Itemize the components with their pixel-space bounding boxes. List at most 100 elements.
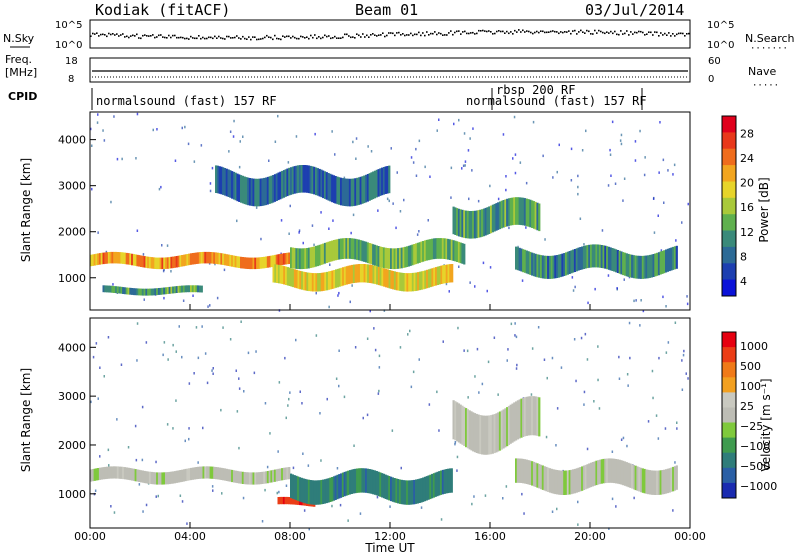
power-band-cell	[309, 247, 312, 268]
power-band-cell	[168, 286, 171, 294]
velocity-band-cell	[566, 470, 569, 495]
velocity-band-cell	[543, 466, 546, 491]
velocity-band-cell	[282, 467, 286, 480]
velocity-speckle	[456, 455, 459, 459]
nsky-point	[154, 36, 156, 39]
nsky-point	[688, 32, 690, 35]
velocity-speckle	[440, 518, 443, 521]
velocity-band-cell	[368, 469, 371, 494]
power-band-cell	[293, 269, 297, 288]
power-band-cell	[285, 266, 288, 285]
nsky-point	[156, 36, 158, 38]
velocity-cbar-tick: 500	[740, 360, 761, 373]
velocity-band-cell	[482, 415, 486, 455]
velocity-speckle	[418, 358, 420, 361]
velocity-band-cell	[236, 470, 239, 484]
velocity-band-cell	[134, 469, 137, 482]
power-band-cell	[509, 197, 512, 226]
nsky-point	[198, 35, 200, 37]
power-band-cell	[322, 272, 325, 291]
velocity-band-cell	[284, 496, 287, 505]
power-band-cell	[540, 255, 543, 279]
velocity-speckle	[618, 355, 620, 359]
velocity-band-cell	[111, 466, 114, 479]
nsky-point	[530, 31, 532, 34]
velocity-band-cell	[202, 466, 205, 479]
power-band-cell	[368, 243, 371, 264]
power-speckle	[277, 114, 279, 118]
velocity-speckle	[285, 416, 287, 420]
nave-label: Nave	[748, 65, 776, 78]
power-band-cell	[293, 247, 296, 269]
velocity-band-cell	[291, 474, 294, 499]
power-band-cell	[250, 257, 253, 270]
velocity-band-cell	[275, 469, 278, 482]
power-band-cell	[536, 202, 539, 231]
power-speckle	[170, 270, 172, 273]
power-band-cell	[234, 172, 237, 201]
velocity-band-cell	[113, 466, 116, 479]
nsky-point	[282, 35, 284, 37]
power-band-cell	[220, 166, 223, 195]
nsky-point	[140, 37, 142, 40]
velocity-speckle	[288, 397, 290, 401]
power-band-cell	[177, 255, 180, 268]
nsky-point	[682, 32, 684, 35]
nsky-point	[206, 37, 208, 40]
velocity-band-cell	[448, 468, 452, 493]
velocity-band-cell	[188, 468, 191, 481]
nsky-point	[122, 33, 124, 35]
power-band-cell	[427, 269, 431, 288]
velocity-band-cell	[279, 496, 282, 505]
power-speckle	[620, 142, 623, 146]
power-speckle	[662, 295, 664, 299]
power-band-cell	[288, 252, 291, 264]
power-band-cell	[386, 166, 389, 194]
velocity-band-cell	[488, 415, 491, 455]
power-speckle	[418, 139, 421, 143]
velocity-band-cell	[166, 472, 169, 485]
power-band-cell	[627, 253, 630, 277]
velocity-band-cell	[345, 471, 348, 496]
velocity-band-cell	[215, 467, 218, 480]
velocity-band-cell	[661, 470, 664, 495]
power-speckle	[97, 231, 99, 234]
power-speckle	[623, 177, 626, 180]
power-band-cell	[248, 257, 252, 270]
velocity-speckle	[463, 349, 465, 352]
nsky-point	[442, 34, 444, 36]
nsky-point	[562, 31, 564, 34]
power-band-cell	[118, 286, 121, 294]
power-band-cell	[300, 165, 303, 193]
power-band-cell	[600, 245, 603, 268]
power-band-cell	[410, 273, 413, 292]
velocity-cbar-swatch	[722, 422, 736, 439]
velocity-band-cell	[627, 462, 630, 488]
velocity-heatmap	[90, 320, 689, 531]
power-speckle	[200, 144, 203, 147]
velocity-speckle	[179, 494, 182, 497]
nsky-point	[402, 33, 404, 35]
velocity-band-cell	[229, 469, 232, 482]
nsky-point	[252, 36, 254, 38]
power-band-cell	[300, 248, 303, 270]
velocity-speckle	[665, 351, 668, 354]
power-band-cell	[631, 254, 634, 278]
power-speckle	[113, 115, 115, 118]
velocity-speckle	[135, 458, 138, 462]
power-band-cell	[263, 256, 266, 269]
nsky-point	[504, 32, 506, 34]
power-band-cell	[379, 246, 382, 268]
power-band-cell	[182, 285, 186, 293]
nsky-point	[346, 33, 348, 36]
power-band-cell	[559, 254, 562, 278]
velocity-band-cell	[509, 404, 512, 444]
velocity-band-cell	[577, 467, 580, 493]
velocity-band-cell	[352, 469, 355, 494]
power-band-cell	[345, 266, 348, 285]
nsky-point	[350, 36, 352, 39]
velocity-band-cell	[466, 409, 469, 449]
nsky-point	[260, 38, 262, 40]
power-band-cell	[102, 285, 105, 293]
velocity-band-cell	[418, 478, 421, 503]
